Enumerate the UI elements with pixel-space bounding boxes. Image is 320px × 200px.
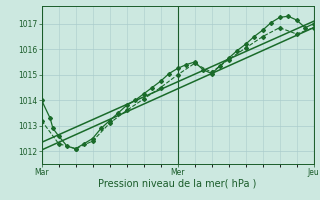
X-axis label: Pression niveau de la mer( hPa ): Pression niveau de la mer( hPa ) [99, 179, 257, 189]
